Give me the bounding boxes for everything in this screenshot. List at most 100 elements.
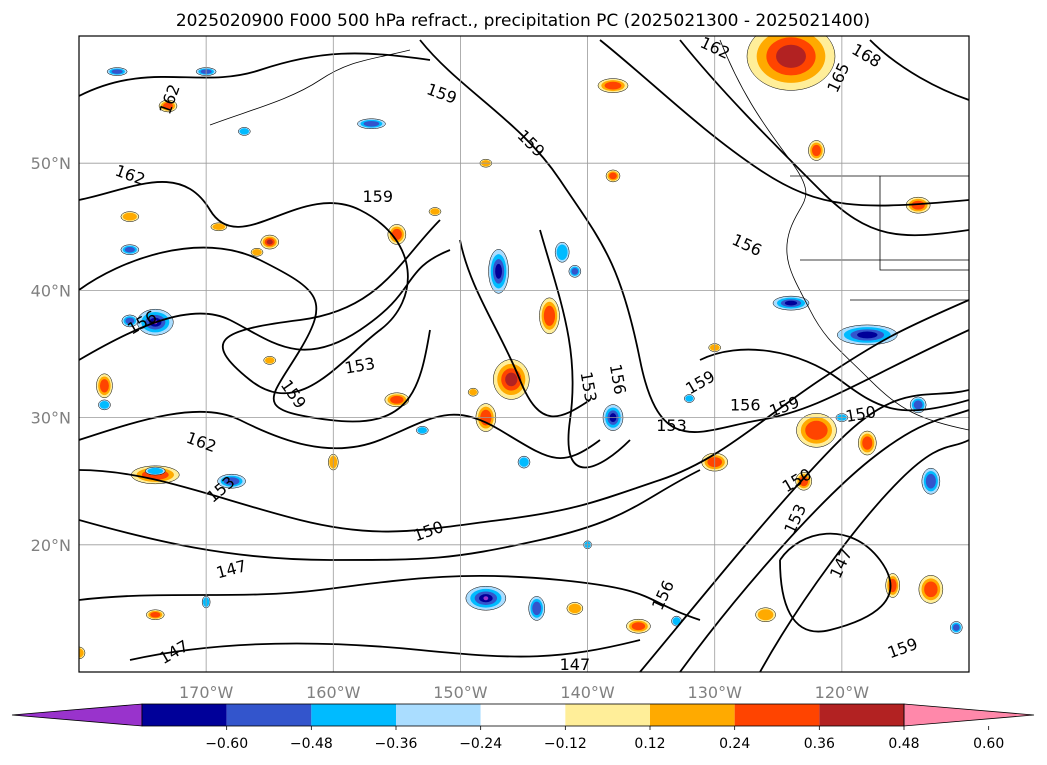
- longitude-tick-label: 150°W: [433, 683, 488, 702]
- neg-precip-cell: [672, 617, 681, 626]
- contour-label: 147: [560, 655, 591, 674]
- precip-cell: [757, 609, 774, 621]
- precip-cell: [252, 249, 262, 256]
- neg-precip-cell: [685, 395, 694, 402]
- colorbar-tick-label: 0.60: [973, 736, 1004, 752]
- neg-precip-cell: [111, 69, 123, 74]
- neg-precip-cell: [124, 246, 135, 253]
- precip-cell: [805, 420, 828, 440]
- contour-line: [129, 639, 641, 661]
- map-frame: [78, 35, 970, 673]
- colorbar-tick-label: 0.24: [719, 736, 750, 752]
- contour-line: [79, 181, 441, 395]
- precip-cell: [162, 102, 174, 110]
- precip-cell: [391, 228, 402, 241]
- precip-cell: [604, 81, 622, 90]
- contour-line: [779, 532, 892, 633]
- neg-precip-cell: [571, 267, 579, 275]
- precip-cell: [79, 648, 84, 658]
- colorbar-tick-label: −0.24: [459, 736, 502, 752]
- neg-precip-cell: [784, 300, 798, 306]
- coastline: [879, 176, 969, 271]
- latitude-tick-label: 30°N: [31, 409, 71, 428]
- neg-precip-cell: [925, 473, 936, 489]
- neg-precip-cell: [363, 120, 380, 127]
- precip-cell: [266, 239, 273, 245]
- neg-precip-cell: [99, 400, 110, 409]
- precip-cell: [924, 581, 938, 598]
- colorbar-tick-label: −0.60: [205, 736, 248, 752]
- colorbar-segment: [396, 704, 481, 726]
- chart-title: 2025020900 F000 500 hPa refract., precip…: [176, 11, 870, 31]
- neg-precip-cell: [239, 128, 249, 135]
- neg-precip-cell: [417, 427, 427, 434]
- precip-cell: [430, 208, 440, 215]
- contour-line: [459, 239, 591, 418]
- neg-precip-cell: [519, 457, 529, 467]
- precip-cell: [469, 389, 478, 396]
- longitude-tick-label: 120°W: [815, 683, 870, 702]
- longitude-tick-label: 140°W: [560, 683, 615, 702]
- precip-cell: [150, 611, 161, 618]
- precip-cell: [776, 44, 806, 68]
- coastlines: [209, 39, 969, 431]
- contour-line: [599, 39, 969, 207]
- precip-cell: [862, 436, 873, 450]
- precip-cell: [543, 305, 556, 326]
- contour-line: [869, 39, 969, 101]
- precip-cell: [99, 379, 109, 393]
- contour-line: [639, 389, 969, 672]
- precip-cell: [505, 372, 518, 387]
- colorbar-frame: [141, 703, 905, 727]
- neg-precip-cell: [125, 317, 135, 325]
- precip-cell: [265, 357, 275, 364]
- contour-line: [79, 574, 701, 621]
- colorbar-segment: [565, 704, 650, 726]
- gridlines: [79, 36, 969, 672]
- colorbar-segment: [819, 704, 904, 726]
- neg-precip-cell: [913, 400, 923, 410]
- colorbar: −0.60 −0.48 −0.36 −0.24 −0.12 0.12 0.24 0.36 0.4…: [11, 703, 1035, 752]
- contour-line: [419, 39, 969, 433]
- contour-line: [79, 52, 431, 97]
- precip-cell: [212, 223, 226, 230]
- contour-line: [79, 469, 701, 561]
- latitude-tick-label: 20°N: [31, 536, 71, 555]
- colorbar-tick-label: 0.12: [634, 736, 665, 752]
- neg-precip-cell: [952, 624, 960, 631]
- precip-cell: [390, 395, 404, 404]
- neg-precip-cell: [857, 331, 878, 339]
- precip-cell: [122, 212, 137, 221]
- latitude-tick-label: 50°N: [31, 154, 71, 173]
- contour-line: [79, 299, 969, 533]
- refractivity-contours: [79, 39, 969, 672]
- contour-line: [79, 410, 601, 460]
- longitude-tick-labels: 170°W 160°W 150°W 140°W 130°W 120°W: [179, 683, 869, 702]
- contour-label: 159: [363, 187, 394, 206]
- colorbar-segment: [650, 704, 735, 726]
- contour-line: [539, 229, 631, 469]
- colorbar-segment: [480, 704, 566, 726]
- precip-cell: [568, 603, 582, 614]
- neg-precip-cell: [556, 244, 568, 261]
- precip-cell: [911, 200, 925, 210]
- contour-line: [679, 39, 969, 237]
- contour-line: [699, 348, 969, 412]
- neg-precip-cell: [223, 477, 240, 486]
- neg-precip-cell: [147, 467, 164, 475]
- neg-precip-cell: [495, 263, 502, 279]
- neg-precip-cell: [532, 601, 542, 616]
- colorbar-extend-low: [11, 703, 143, 727]
- longitude-tick-label: 130°W: [688, 683, 743, 702]
- colorbar-tick-label: −0.48: [290, 736, 333, 752]
- contour-label: 156: [730, 396, 761, 415]
- longitude-tick-label: 170°W: [179, 683, 234, 702]
- latitude-tick-labels: 20°N 30°N 40°N 50°N: [31, 154, 71, 555]
- contour-label: 153: [656, 416, 687, 435]
- precip-cell: [609, 172, 617, 180]
- colorbar-segment: [311, 704, 396, 726]
- colorbar-segment: [142, 704, 227, 726]
- neg-precip-cell: [483, 596, 489, 601]
- precip-cell: [799, 476, 809, 487]
